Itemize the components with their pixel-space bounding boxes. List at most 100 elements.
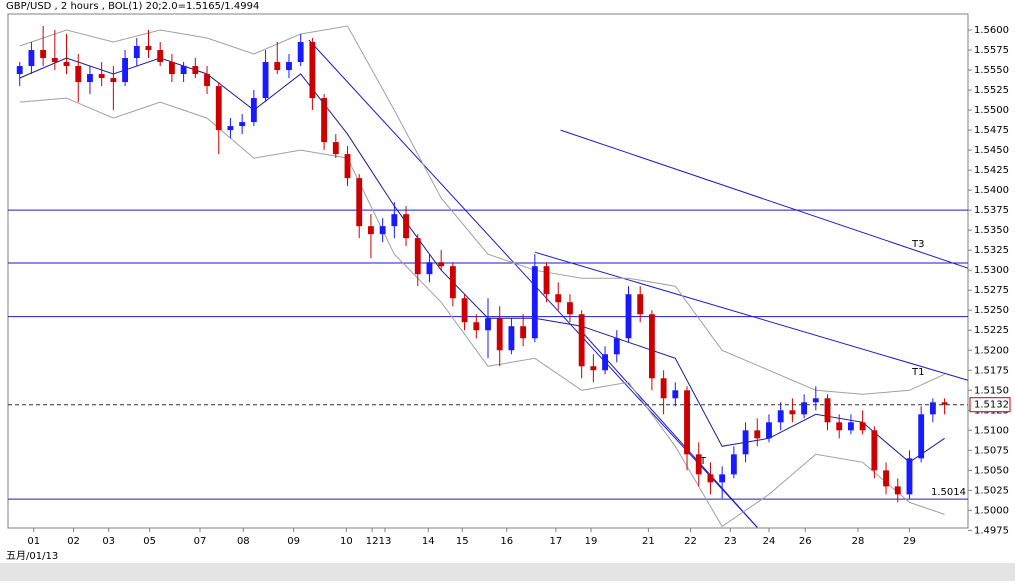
current-price-label: 1.5132	[974, 400, 1009, 411]
candle-body	[250, 98, 257, 123]
candle-body	[730, 454, 737, 475]
candle-body	[379, 226, 386, 235]
candle-body	[168, 62, 175, 75]
candle-body	[520, 326, 527, 339]
candle-body	[180, 66, 187, 75]
indicator-line	[19, 97, 945, 528]
x-tick-label: 19	[585, 536, 598, 547]
candle-body	[145, 46, 152, 51]
candle-body	[906, 458, 913, 495]
x-tick-label: 24	[763, 536, 776, 547]
y-tick-label: 1.5175	[974, 365, 1009, 376]
candle-body	[801, 402, 808, 415]
x-tick-label: 05	[143, 536, 156, 547]
y-tick-label: 1.5300	[974, 265, 1009, 276]
x-tick-label: 07	[194, 536, 207, 547]
y-tick-label: 1.5100	[974, 425, 1009, 436]
candle-body	[918, 414, 925, 459]
candle-body	[684, 390, 690, 455]
candle-body	[262, 62, 269, 99]
y-tick-label: 1.5150	[974, 385, 1009, 396]
y-tick-label: 1.5425	[974, 165, 1009, 176]
candle-body	[613, 338, 620, 355]
candle-body	[414, 238, 421, 275]
y-tick-label: 1.4975	[974, 525, 1009, 536]
plot-frame	[7, 13, 969, 529]
candle-body	[98, 74, 105, 79]
x-tick-label: 10	[340, 536, 353, 547]
annotation: T1	[911, 367, 924, 378]
candle-body	[332, 142, 339, 155]
candle-body	[848, 422, 854, 431]
candle-body	[63, 62, 70, 67]
candle-body	[766, 422, 772, 439]
y-tick-label: 1.5000	[974, 505, 1009, 516]
y-tick-label: 1.5325	[974, 245, 1009, 256]
candle-body	[719, 474, 726, 483]
x-tick-label: 23	[724, 536, 737, 547]
candle-body	[824, 398, 831, 423]
candle-body	[87, 74, 93, 83]
x-tick-label: 28	[852, 536, 865, 547]
x-tick-label: 12	[366, 536, 379, 547]
candle-body	[133, 46, 140, 59]
candle-body	[894, 486, 901, 495]
candle-body	[16, 66, 23, 75]
candle-body	[742, 430, 749, 455]
candle-body	[929, 402, 936, 415]
candle-body	[449, 266, 456, 299]
candle-body	[122, 58, 128, 83]
candle-body	[297, 42, 304, 63]
y-tick-label: 1.5475	[974, 125, 1009, 136]
candle-body	[473, 322, 480, 331]
x-tick-label: 03	[102, 536, 115, 547]
indicator-line	[19, 25, 945, 395]
candle-body	[602, 354, 608, 371]
y-tick-label: 1.5500	[974, 105, 1009, 116]
trendline	[560, 129, 969, 269]
y-tick-label: 1.5025	[974, 485, 1009, 496]
candle-body	[883, 470, 889, 487]
y-tick-label: 1.5400	[974, 185, 1009, 196]
y-tick-label: 1.5075	[974, 445, 1009, 456]
annotation: T	[699, 456, 707, 467]
candle-body	[836, 422, 843, 431]
x-tick-label: 08	[237, 536, 250, 547]
candle-body	[625, 294, 632, 339]
candle-body	[204, 74, 210, 87]
candle-body	[227, 126, 234, 131]
chart-title: GBP/USD , 2 hours , BOL(1) 20;2.0=1.5165…	[6, 1, 259, 12]
candle-body	[286, 62, 292, 71]
candle-body	[555, 294, 562, 303]
candle-body	[309, 42, 316, 99]
x-tick-label: 02	[67, 536, 80, 547]
y-tick-label: 1.5600	[974, 25, 1009, 36]
candle-body	[871, 430, 878, 471]
x-tick-label: 15	[456, 536, 469, 547]
y-tick-label: 1.5250	[974, 305, 1009, 316]
candle-body	[777, 410, 784, 423]
candle-body	[157, 50, 164, 63]
candle-body	[543, 266, 550, 295]
y-tick-label: 1.5225	[974, 325, 1009, 336]
candle-body	[461, 298, 468, 323]
y-tick-label: 1.5575	[974, 45, 1009, 56]
candle-body	[707, 474, 714, 483]
x-tick-label: 09	[287, 536, 300, 547]
y-tick-label: 1.5275	[974, 285, 1009, 296]
current-price-box	[969, 397, 1011, 413]
candle-body	[110, 78, 117, 83]
y-tick-label: 1.5375	[974, 205, 1009, 216]
candle-body	[192, 66, 199, 75]
candle-body	[321, 98, 328, 143]
candle-body	[215, 86, 222, 131]
x-tick-label: 26	[799, 536, 812, 547]
candle-body	[40, 50, 47, 59]
candle-body	[672, 390, 679, 399]
annotation: T3	[911, 239, 924, 250]
x-tick-label: 22	[684, 536, 697, 547]
candle-body	[754, 430, 761, 439]
candle-body	[28, 50, 35, 67]
y-tick-label: 1.5525	[974, 85, 1009, 96]
